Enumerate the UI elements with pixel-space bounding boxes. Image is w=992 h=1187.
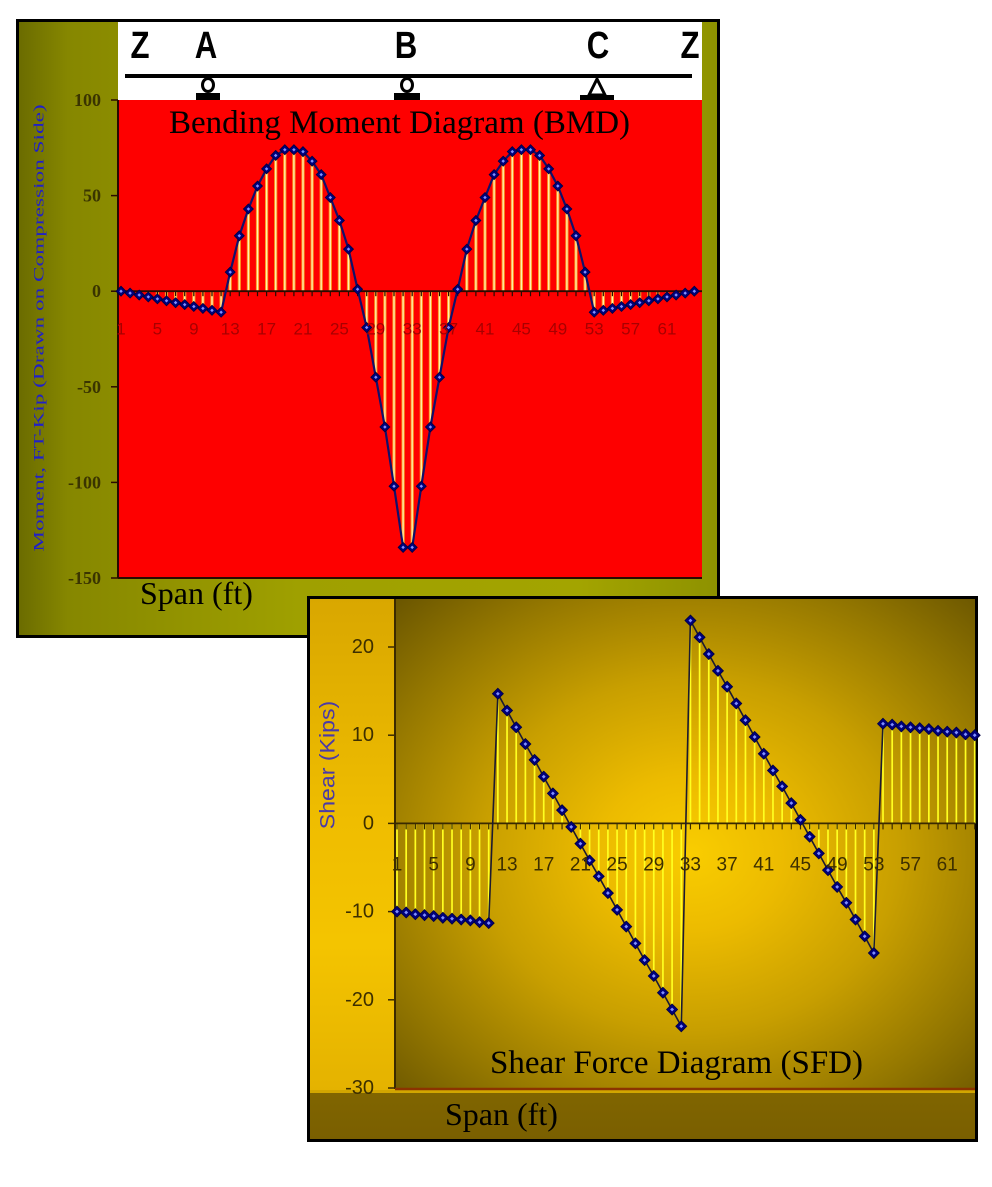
bmd-x-axis-label: Span (ft)	[140, 575, 253, 611]
beam-label-z-right: Z	[680, 25, 700, 67]
bmd-chart-title: Bending Moment Diagram (BMD)	[169, 105, 631, 141]
beam-schematic: Z A B C Z	[118, 22, 702, 100]
roller-support-icon	[394, 77, 420, 100]
beam-label-b: B	[394, 25, 418, 67]
sfd-plot-area	[395, 599, 975, 1089]
sfd-chart-title: Shear Force Diagram (SFD)	[490, 1045, 863, 1081]
roller-support-icon	[196, 77, 220, 100]
beam-label-a: A	[194, 25, 218, 67]
sfd-y-axis-label: Shear (Kips)	[316, 700, 340, 830]
sfd-x-axis-label: Span (ft)	[445, 1096, 558, 1132]
bmd-y-axis-label: Moment, FT-Kip (Drawn on Compression Sid…	[31, 104, 48, 552]
beam-line	[125, 74, 692, 78]
pin-support-icon	[580, 77, 614, 100]
beam-label-c: C	[586, 25, 610, 67]
sfd-axis-panel	[310, 599, 395, 1093]
sfd-bottom-separator	[310, 1090, 975, 1093]
beam-label-z-left: Z	[130, 25, 150, 67]
sfd-bottom-strip	[310, 1093, 975, 1139]
bmd-plot-area	[118, 100, 702, 578]
